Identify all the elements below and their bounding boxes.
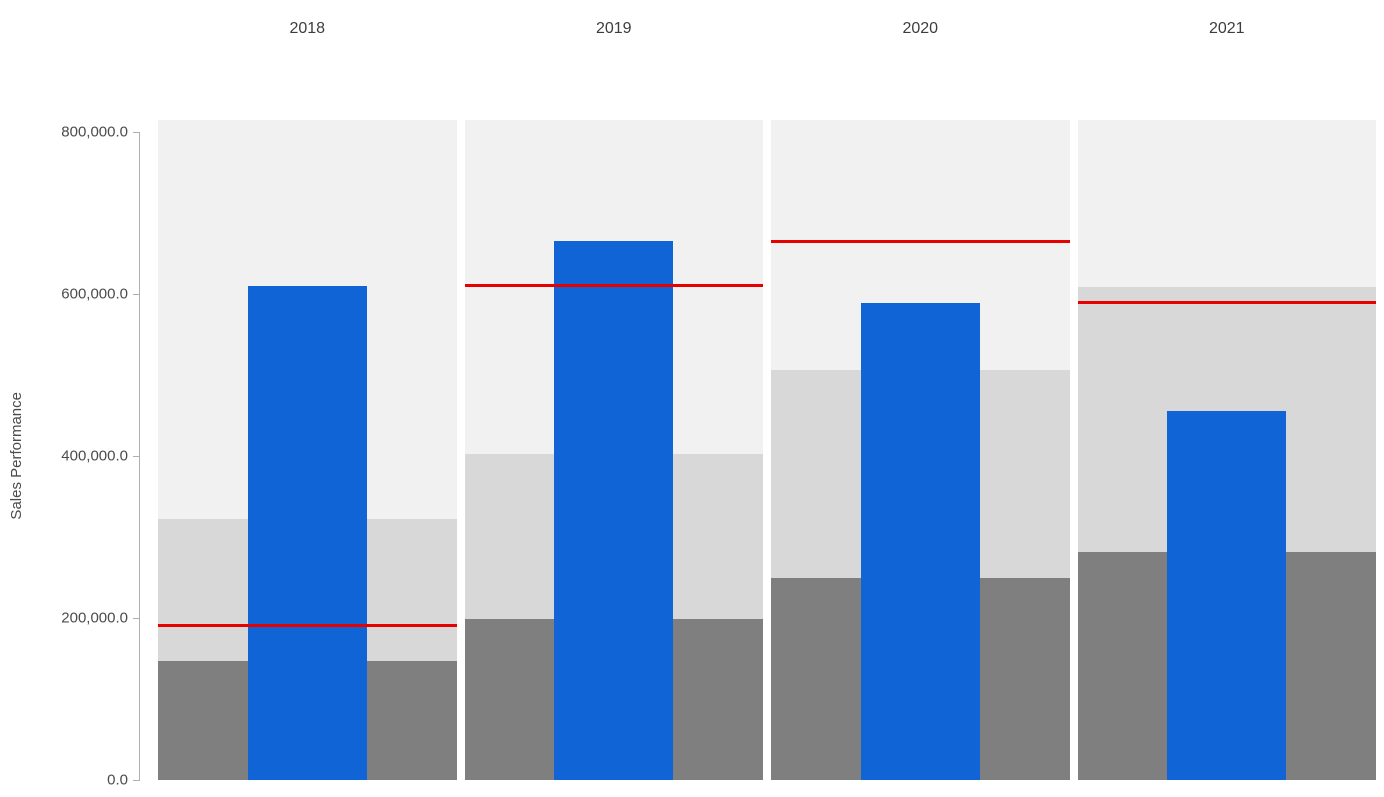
value-bar-2020[interactable]	[860, 302, 980, 780]
value-bar-2018[interactable]	[247, 285, 367, 780]
panels	[158, 120, 1376, 780]
panel-2020	[771, 120, 1070, 780]
target-line-2019	[464, 284, 763, 288]
category-label-2019: 2019	[595, 20, 632, 37]
target-line-2021	[1077, 301, 1376, 305]
y-tick-mark	[133, 456, 139, 457]
target-line-2018	[158, 623, 457, 627]
y-tick-mark	[133, 132, 139, 133]
category-label-2021: 2021	[1208, 20, 1245, 37]
y-axis: Sales Performance 0.0 200,000.0 400,000.0 6…	[0, 0, 158, 797]
category-label-2018: 2018	[289, 20, 326, 37]
panel-2019	[464, 120, 763, 780]
value-bar-2019[interactable]	[554, 241, 674, 780]
y-tick-label-600,000.0: 600,000.0	[61, 285, 128, 303]
panel-2018	[158, 120, 457, 780]
y-axis-title: Sales Performance	[8, 392, 25, 520]
y-tick-mark	[133, 618, 139, 619]
y-tick-label-400,000.0: 400,000.0	[61, 447, 128, 465]
y-axis-line	[139, 132, 140, 781]
y-tick-mark	[133, 294, 139, 295]
panel-2021	[1077, 120, 1376, 780]
y-axis-title-wrap: Sales Performance	[8, 132, 25, 780]
y-tick-label-0.0: 0.0	[107, 771, 128, 789]
y-tick-label-800,000.0: 800,000.0	[61, 123, 128, 141]
y-tick-mark	[133, 780, 139, 781]
y-tick-label-200,000.0: 200,000.0	[61, 609, 128, 627]
value-bar-2021[interactable]	[1167, 410, 1287, 780]
target-line-2020	[771, 239, 1070, 243]
category-header-row: 2018 2019 2020 2021	[158, 20, 1376, 38]
category-label-2020: 2020	[902, 20, 939, 37]
